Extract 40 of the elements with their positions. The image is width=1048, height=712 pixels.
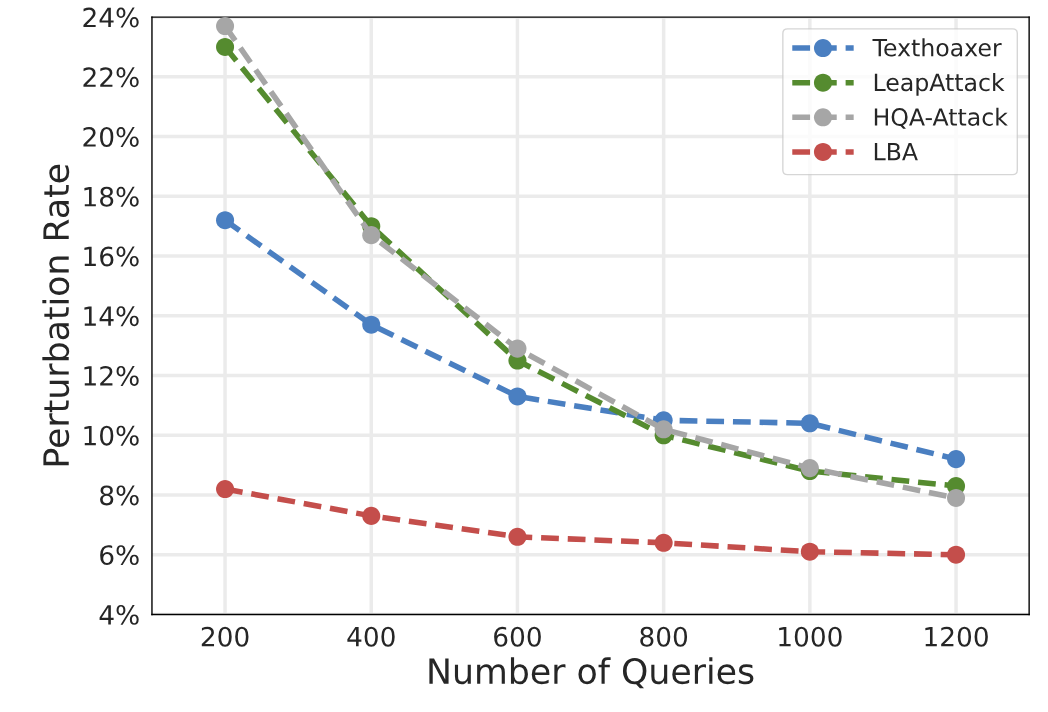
x-tick-label: 200 <box>201 626 249 647</box>
x-tick-label: 1200 <box>925 626 988 647</box>
x-tick-label: 400 <box>347 626 395 647</box>
legend-label: LBA <box>874 143 918 161</box>
y-tick-label: 16% <box>84 246 139 267</box>
y-tick-label: 8% <box>100 485 139 506</box>
y-tick-label: 14% <box>84 306 139 327</box>
point <box>508 527 527 546</box>
point <box>654 533 673 552</box>
point <box>800 542 819 561</box>
point <box>362 506 381 525</box>
point <box>216 17 235 36</box>
x-tick-label: 1000 <box>779 626 842 647</box>
point <box>216 479 235 499</box>
x-tick-label: 600 <box>494 626 541 647</box>
legend-label: HQA-Attack <box>874 107 1008 129</box>
y-tick-label: 24% <box>83 7 139 28</box>
y-axis-title: Perturbation Rate <box>42 164 70 466</box>
point <box>654 420 673 439</box>
point <box>947 488 966 507</box>
point <box>362 226 381 245</box>
y-tick-label: 18% <box>84 186 139 207</box>
point <box>947 545 966 564</box>
y-tick-label: 12% <box>84 365 139 386</box>
x-tick-label: 800 <box>640 626 688 647</box>
y-tick-label: 4% <box>99 604 139 625</box>
point <box>800 414 819 433</box>
legend-label: LeapAttack <box>874 72 1005 96</box>
point <box>508 387 527 406</box>
y-tick-label: 6% <box>100 545 139 566</box>
legend-label: Texthoaxer <box>872 38 1002 57</box>
point <box>216 37 235 56</box>
y-tick-label: 20% <box>83 127 139 147</box>
y-tick-label: 10% <box>84 425 139 446</box>
point <box>947 450 966 469</box>
point <box>362 315 381 334</box>
point <box>216 211 235 230</box>
y-tick-label: 22% <box>83 67 139 88</box>
x-axis-title: Number of Queries <box>429 657 754 689</box>
point <box>508 339 527 358</box>
